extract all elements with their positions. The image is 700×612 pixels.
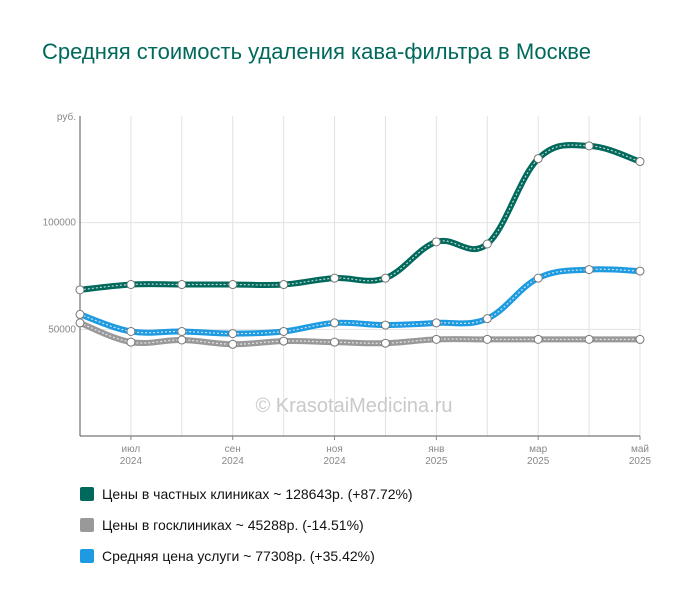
x-tick-year-label: 2025	[629, 456, 652, 467]
x-tick-label: янв	[428, 444, 444, 455]
line-chart: © KrasotaiMedicina.ru руб.50000100000июл…	[43, 111, 652, 467]
legend-item: Средняя цена услуги ~ 77308р. (+35.42%)	[80, 548, 413, 564]
data-point	[279, 280, 289, 290]
legend: Цены в частных клиниках ~ 128643р. (+87.…	[80, 486, 413, 579]
data-point	[177, 280, 187, 290]
x-tick-year-label: 2024	[323, 456, 346, 467]
y-tick-label: 50000	[48, 324, 76, 335]
data-point	[482, 314, 492, 324]
x-tick-label: май	[631, 444, 649, 455]
data-point	[228, 339, 238, 349]
data-point	[75, 309, 85, 319]
data-point	[279, 336, 289, 346]
chart-series	[77, 142, 643, 348]
data-point	[126, 337, 136, 347]
data-point	[330, 337, 340, 347]
series-line	[77, 142, 643, 293]
data-point	[482, 334, 492, 344]
x-tick-year-label: 2025	[425, 456, 448, 467]
data-point	[635, 334, 645, 344]
x-tick-label: ноя	[326, 444, 343, 455]
data-point	[380, 273, 390, 283]
data-point	[533, 154, 543, 164]
y-axis-unit-label: руб.	[57, 111, 76, 123]
data-point	[380, 320, 390, 330]
data-point	[635, 157, 645, 167]
legend-label: Цены в частных клиниках ~ 128643р. (+87.…	[102, 486, 413, 502]
legend-label: Цены в госклиниках ~ 45288р. (-14.51%)	[102, 517, 364, 533]
data-point	[177, 335, 187, 345]
data-point	[533, 334, 543, 344]
x-tick-year-label: 2025	[527, 456, 550, 467]
data-point	[635, 266, 645, 276]
data-point	[533, 273, 543, 283]
data-point	[126, 326, 136, 336]
y-tick-label: 100000	[43, 218, 77, 229]
series-line-highlight	[79, 144, 641, 291]
chart-points	[75, 141, 645, 349]
legend-label: Средняя цена услуги ~ 77308р. (+35.42%)	[102, 548, 375, 564]
x-tick-label: сен	[225, 444, 241, 455]
chart-title: Средняя стоимость удаления кава-фильтра …	[42, 39, 591, 64]
data-point	[177, 326, 187, 336]
x-tick-year-label: 2024	[120, 456, 143, 467]
legend-swatch	[80, 518, 94, 532]
legend-item: Цены в частных клиниках ~ 128643р. (+87.…	[80, 486, 413, 502]
legend-swatch	[80, 549, 94, 563]
x-tick-label: мар	[529, 444, 547, 455]
data-point	[279, 326, 289, 336]
data-point	[584, 265, 594, 275]
data-point	[431, 237, 441, 247]
data-point	[228, 280, 238, 290]
legend-item: Цены в госклиниках ~ 45288р. (-14.51%)	[80, 517, 413, 533]
data-point	[330, 318, 340, 328]
data-point	[75, 318, 85, 328]
data-point	[126, 280, 136, 290]
data-point	[431, 318, 441, 328]
chart-axes	[79, 116, 641, 440]
chart-labels: руб.50000100000июл2024сен2024ноя2024янв2…	[43, 111, 652, 467]
x-tick-label: июл	[122, 444, 141, 455]
legend-swatch	[80, 487, 94, 501]
data-point	[380, 338, 390, 348]
data-point	[584, 334, 594, 344]
chart-grid	[80, 116, 641, 436]
watermark: © KrasotaiMedicina.ru	[255, 395, 452, 417]
data-point	[330, 273, 340, 283]
data-point	[228, 329, 238, 339]
data-point	[482, 239, 492, 249]
data-point	[431, 334, 441, 344]
x-tick-year-label: 2024	[222, 456, 245, 467]
data-point	[584, 141, 594, 151]
data-point	[75, 285, 85, 295]
